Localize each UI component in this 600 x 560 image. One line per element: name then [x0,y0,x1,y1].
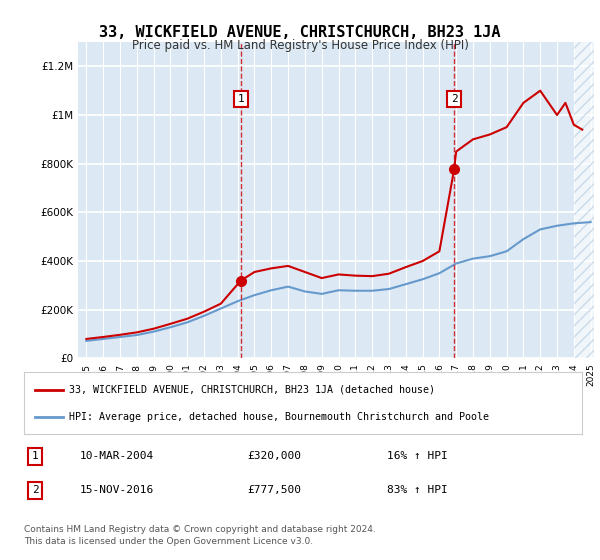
Text: 15-NOV-2016: 15-NOV-2016 [80,486,154,496]
Text: 33, WICKFIELD AVENUE, CHRISTCHURCH, BH23 1JA (detached house): 33, WICKFIELD AVENUE, CHRISTCHURCH, BH23… [68,385,434,395]
Text: 10-MAR-2004: 10-MAR-2004 [80,451,154,461]
Text: £777,500: £777,500 [247,486,301,496]
Text: 83% ↑ HPI: 83% ↑ HPI [387,486,448,496]
Text: £320,000: £320,000 [247,451,301,461]
Text: HPI: Average price, detached house, Bournemouth Christchurch and Poole: HPI: Average price, detached house, Bour… [68,412,488,422]
Text: 16% ↑ HPI: 16% ↑ HPI [387,451,448,461]
Text: 2: 2 [451,94,458,104]
Text: Price paid vs. HM Land Registry's House Price Index (HPI): Price paid vs. HM Land Registry's House … [131,39,469,52]
Text: 1: 1 [32,451,38,461]
Text: 2: 2 [32,486,38,496]
Bar [574,42,599,358]
Text: 33, WICKFIELD AVENUE, CHRISTCHURCH, BH23 1JA: 33, WICKFIELD AVENUE, CHRISTCHURCH, BH23… [99,25,501,40]
Polygon shape [574,42,599,358]
Text: 1: 1 [238,94,244,104]
Text: Contains HM Land Registry data © Crown copyright and database right 2024.
This d: Contains HM Land Registry data © Crown c… [24,525,376,546]
